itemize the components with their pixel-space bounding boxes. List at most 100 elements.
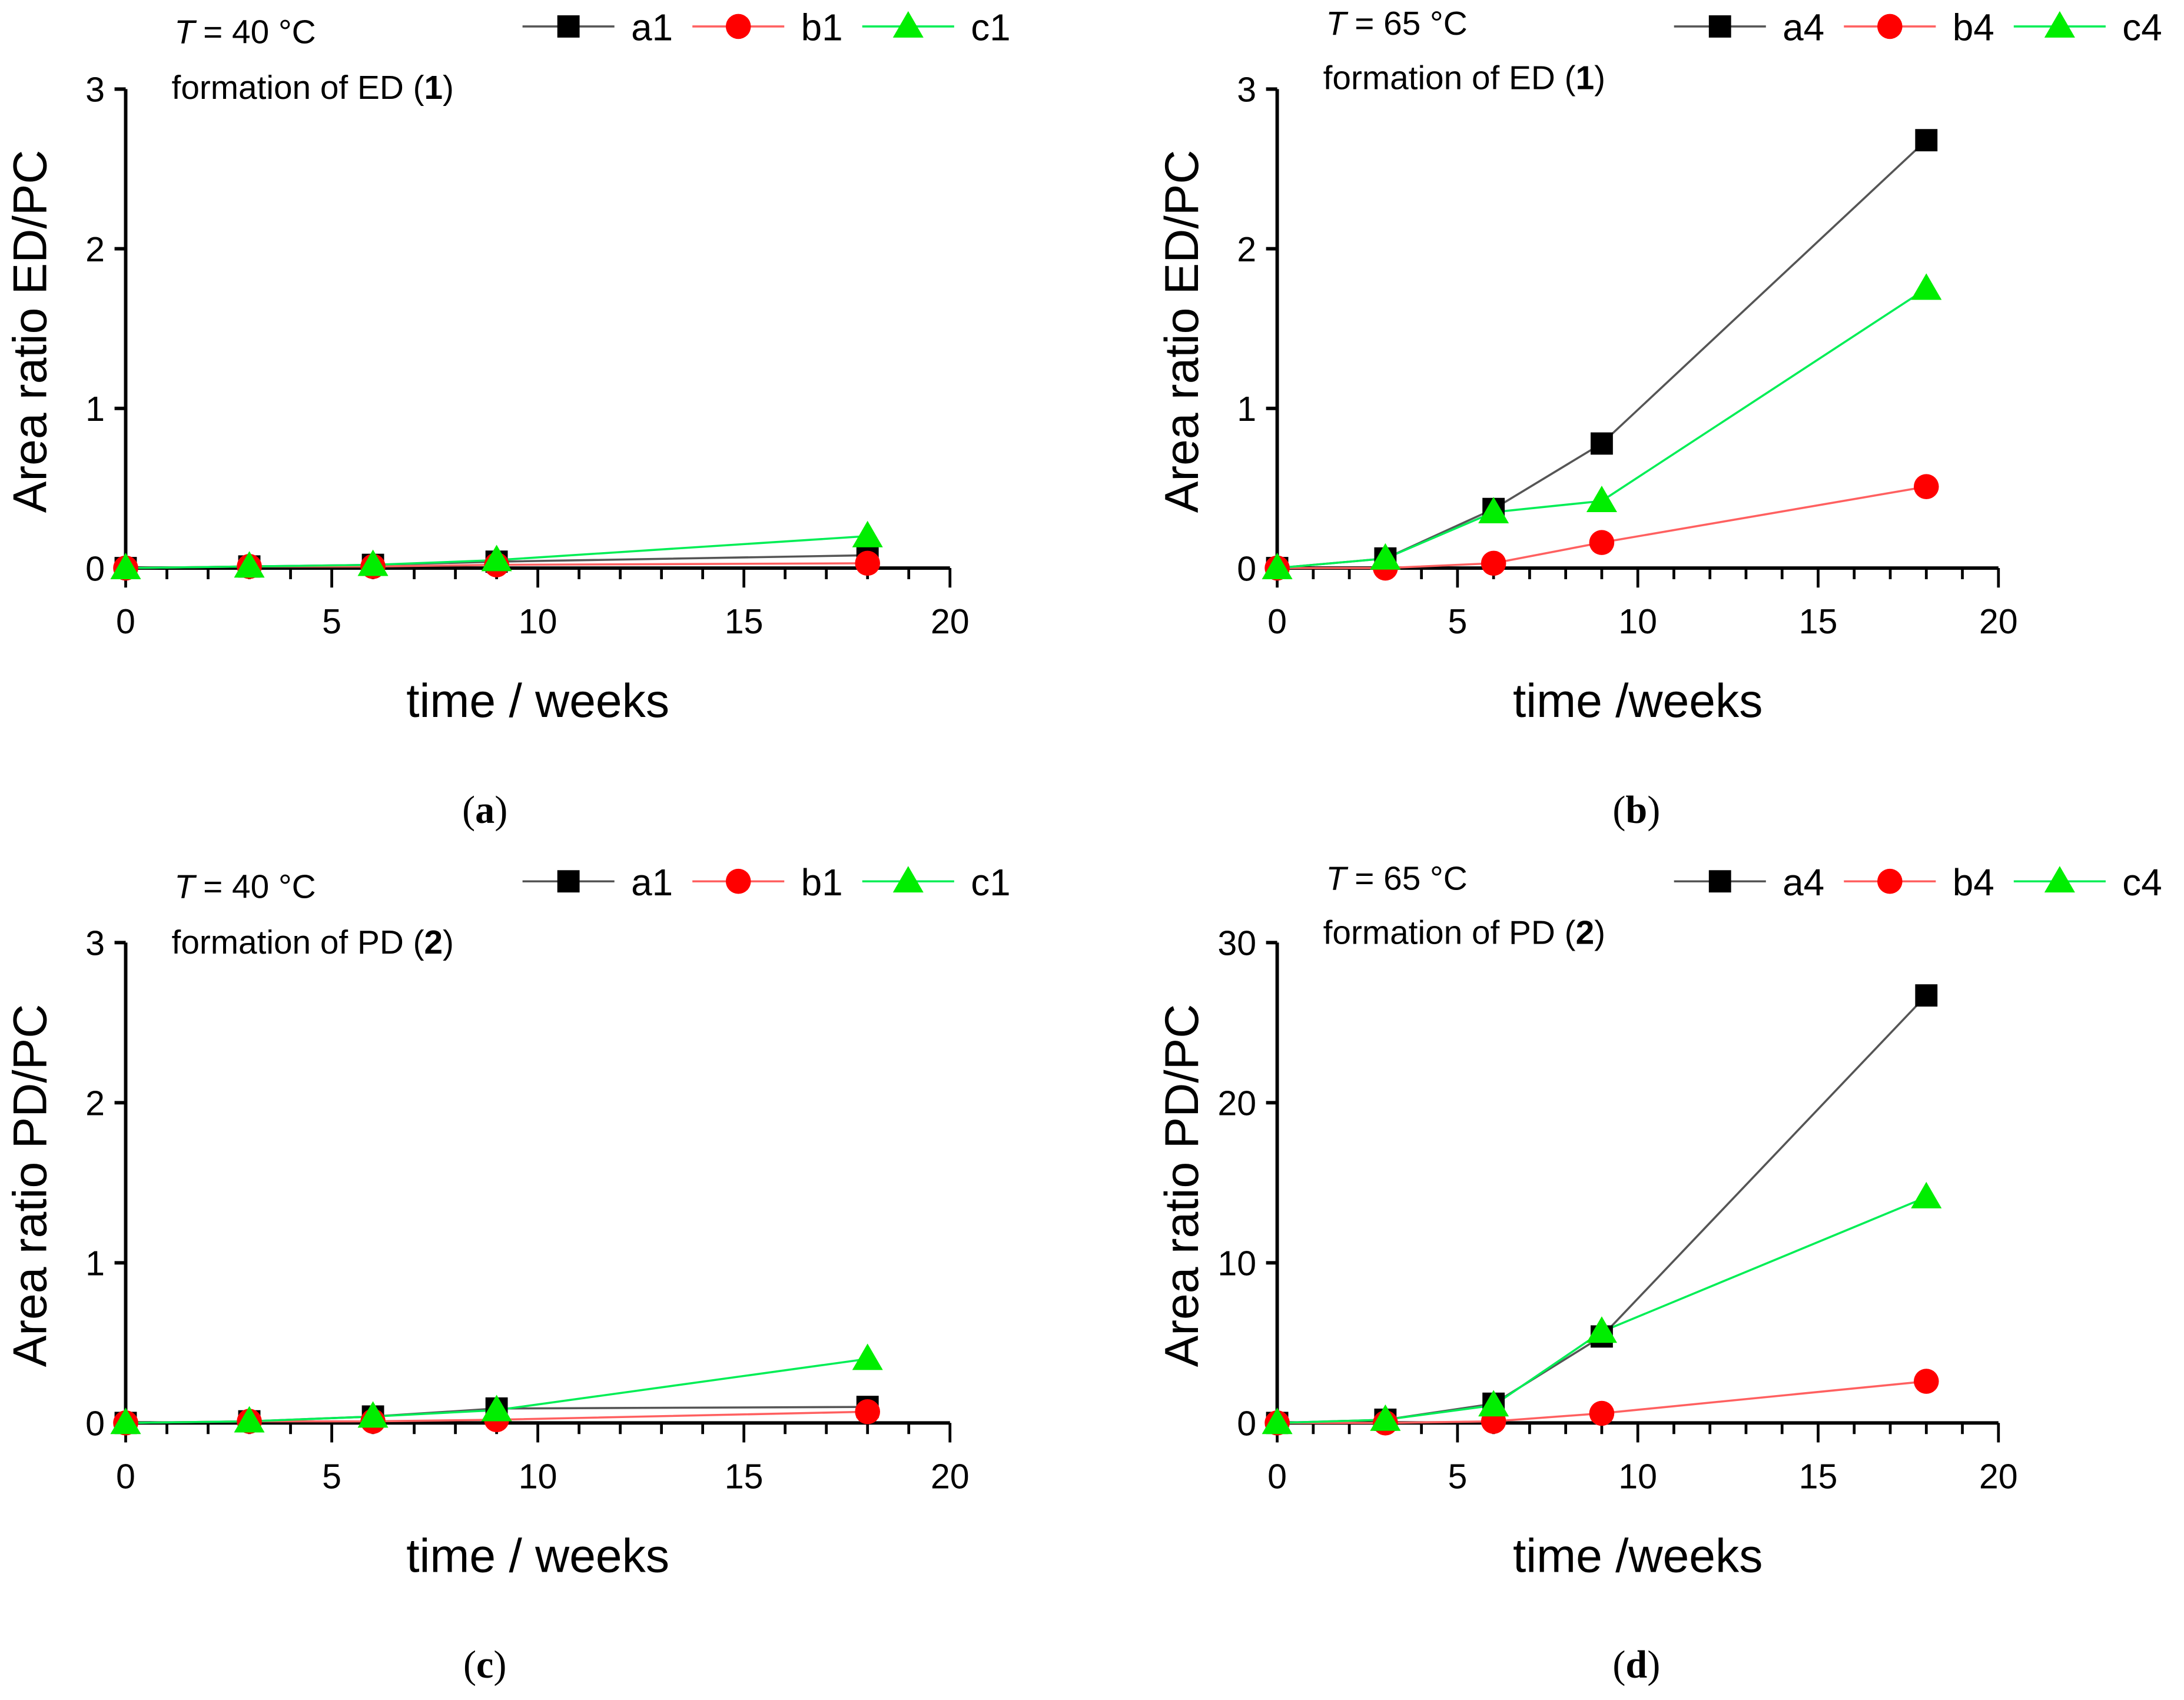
legend-marker-c1 — [892, 11, 924, 38]
legend-label: b1 — [801, 6, 843, 49]
legend-label: a1 — [631, 6, 673, 49]
compound-number: 1 — [424, 69, 443, 107]
temp-value: = 65 °C — [1355, 860, 1467, 897]
data-point-b4 — [1589, 1400, 1615, 1426]
x-tick-label: 0 — [1267, 1456, 1287, 1496]
data-point-c4 — [1586, 1316, 1617, 1343]
data-point-a4 — [1915, 129, 1938, 152]
panel-label: (c) — [463, 1643, 507, 1686]
y-tick-label: 3 — [85, 924, 105, 963]
formation-annotation: formation of PD (2) — [1323, 915, 1605, 952]
formation-annotation: formation of ED (1) — [1323, 59, 1605, 97]
y-tick-label: 0 — [85, 1404, 105, 1443]
series-line-a4 — [1277, 994, 1927, 1425]
x-tick-label: 20 — [1979, 602, 2018, 641]
y-tick-label: 1 — [85, 389, 105, 429]
data-point-c1 — [357, 1401, 389, 1428]
series-line-c4 — [1277, 1196, 1927, 1425]
data-point-c1 — [852, 520, 883, 547]
formation-text: formation of PD — [1323, 915, 1555, 952]
data-point-c1 — [357, 549, 389, 576]
open-paren: ( — [404, 69, 424, 107]
temp-variable: T — [1326, 5, 1349, 42]
close-paren: ) — [443, 69, 454, 107]
legend-label: b4 — [1953, 6, 1994, 49]
temp-variable: T — [174, 869, 197, 906]
legend-marker-a4 — [1708, 15, 1731, 38]
paren: ) — [1647, 789, 1660, 832]
x-tick-label: 20 — [931, 602, 970, 641]
x-tick-label: 10 — [1618, 602, 1657, 641]
legend-marker-b1 — [725, 868, 751, 894]
data-point-c4 — [1262, 1407, 1293, 1435]
paren: ) — [1647, 1643, 1660, 1686]
y-tick-label: 20 — [1217, 1084, 1256, 1123]
data-point-c1 — [110, 553, 141, 579]
temp-variable: T — [1326, 860, 1349, 897]
data-point-c4 — [1911, 273, 1942, 300]
x-tick-label: 5 — [1448, 602, 1467, 641]
formation-text: formation of PD — [172, 924, 404, 961]
panel-label: (b) — [1612, 789, 1660, 832]
x-tick-label: 15 — [725, 602, 764, 641]
panel-label: (a) — [462, 789, 507, 832]
x-tick-label: 10 — [1618, 1456, 1657, 1496]
legend-label: a4 — [1783, 6, 1824, 49]
legend-label: c4 — [2122, 6, 2162, 49]
x-tick-label: 0 — [116, 1456, 135, 1496]
y-tick-label: 2 — [85, 1084, 105, 1123]
legend-marker-c1 — [892, 866, 924, 893]
data-point-c1 — [481, 544, 512, 572]
x-tick-label: 5 — [1448, 1456, 1467, 1496]
x-tick-label: 20 — [931, 1456, 970, 1496]
data-point-c4 — [1262, 553, 1293, 579]
y-axis-label: Area ratio PD/PC — [4, 1004, 57, 1367]
legend-label: c4 — [2122, 861, 2162, 904]
data-point-b4 — [1589, 530, 1615, 555]
x-tick-label: 15 — [725, 1456, 764, 1496]
data-point-a4 — [1591, 432, 1613, 455]
panel-b: 0 5 10 15 20 0 1 2 3 time /weeks Area ratio ED/PC a… — [1156, 5, 2162, 832]
panel-letter: d — [1625, 1643, 1647, 1686]
paren: ) — [493, 1643, 506, 1686]
y-tick-label: 1 — [1237, 389, 1256, 429]
paren: ( — [1612, 789, 1625, 832]
x-tick-label: 15 — [1799, 1456, 1838, 1496]
legend-label: c1 — [971, 861, 1010, 904]
temperature-annotation: T = 65 °C — [1326, 5, 1467, 42]
paren: ( — [462, 789, 475, 832]
data-point-a4 — [1915, 984, 1938, 1007]
legend-marker-b4 — [1877, 868, 1903, 894]
panel-a: 0 5 10 15 20 0 1 2 3 time / weeks Area ratio ED/PC… — [4, 6, 1011, 832]
y-tick-label: 3 — [1237, 70, 1256, 109]
panel-letter: c — [476, 1643, 493, 1686]
legend-marker-b1 — [725, 14, 751, 39]
data-point-c4 — [1911, 1181, 1942, 1208]
compound-number: 2 — [424, 924, 443, 961]
panel-letter: b — [1625, 789, 1647, 832]
paren: ( — [463, 1643, 476, 1686]
paren: ) — [494, 789, 507, 832]
data-point-c4 — [1586, 486, 1617, 513]
data-point-c4 — [1478, 497, 1509, 524]
open-paren: ( — [1555, 59, 1576, 97]
data-point-b4 — [1481, 550, 1506, 576]
data-point-c1 — [852, 1343, 883, 1370]
temp-value: = 65 °C — [1355, 5, 1467, 42]
paren: ( — [1612, 1643, 1625, 1686]
temp-value: = 40 °C — [203, 869, 316, 906]
compound-number: 2 — [1576, 915, 1595, 952]
x-tick-label: 10 — [519, 602, 557, 641]
data-point-c1 — [110, 1407, 141, 1435]
x-axis-label: time /weeks — [1513, 1529, 1763, 1582]
y-axis-label: Area ratio ED/PC — [4, 150, 57, 513]
data-point-b4 — [1913, 474, 1939, 499]
x-tick-label: 20 — [1979, 1456, 2018, 1496]
formation-text: formation of ED — [1323, 59, 1555, 97]
x-tick-label: 10 — [519, 1456, 557, 1496]
y-axis-label: Area ratio ED/PC — [1156, 150, 1209, 513]
temp-variable: T — [174, 14, 197, 51]
legend-label: b1 — [801, 861, 843, 904]
x-axis-label: time / weeks — [406, 675, 669, 728]
panel-label: (d) — [1612, 1643, 1660, 1686]
